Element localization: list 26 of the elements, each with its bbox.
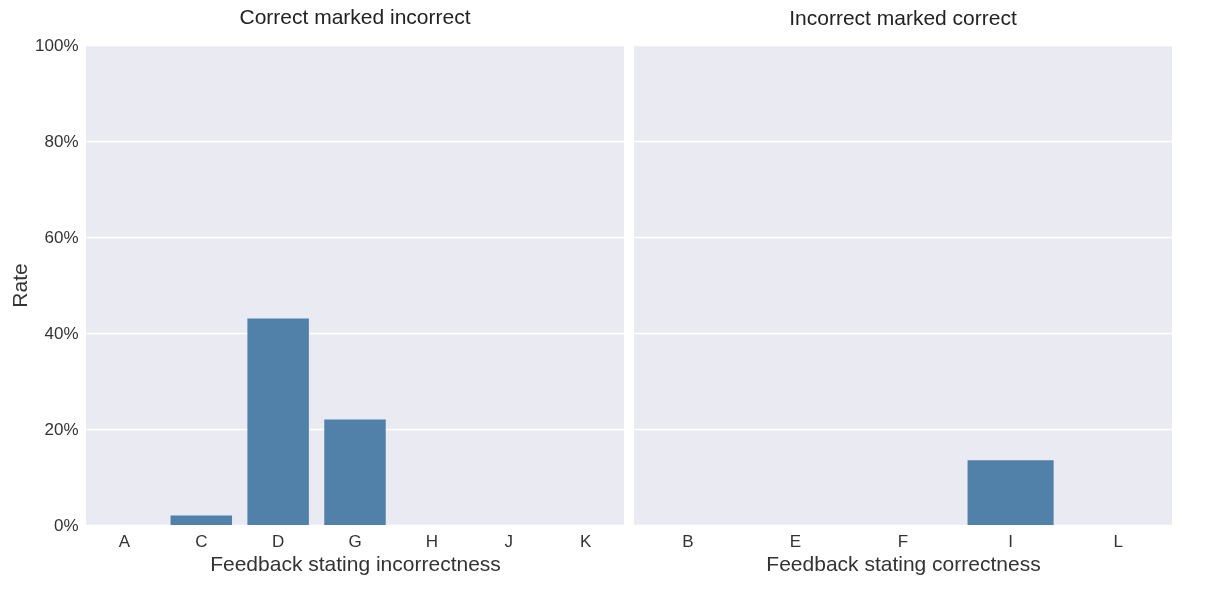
x-tick-label: L [1113, 531, 1123, 551]
x-tick-label: J [504, 531, 513, 551]
x-axis-title: Feedback stating incorrectness [210, 551, 501, 575]
bar [170, 515, 233, 525]
y-tick-label: 80% [44, 131, 79, 151]
y-axis-title: Rate [8, 263, 32, 308]
bar [324, 419, 386, 525]
x-axis-title: Feedback stating correctness [766, 551, 1041, 575]
x-tick-label: C [195, 531, 208, 551]
x-tick-label: B [682, 531, 694, 551]
y-tick-label: 60% [44, 227, 79, 247]
x-tick-label: G [348, 531, 362, 551]
y-tick-label: 0% [53, 515, 79, 535]
x-tick-label: E [789, 531, 802, 551]
bar [247, 318, 309, 525]
x-tick-label: H [425, 531, 438, 551]
y-tick-label: 100% [35, 35, 79, 55]
chart-title: Correct marked incorrect [239, 5, 471, 28]
chart-title: Incorrect marked correct [789, 6, 1017, 29]
y-tick-label: 20% [44, 419, 79, 439]
x-tick-label: D [272, 531, 285, 551]
x-tick-label: I [1008, 531, 1013, 551]
x-tick-label: A [118, 531, 131, 551]
y-tick-label: 40% [44, 323, 79, 343]
x-tick-label: F [897, 531, 909, 551]
x-tick-label: K [579, 531, 592, 551]
